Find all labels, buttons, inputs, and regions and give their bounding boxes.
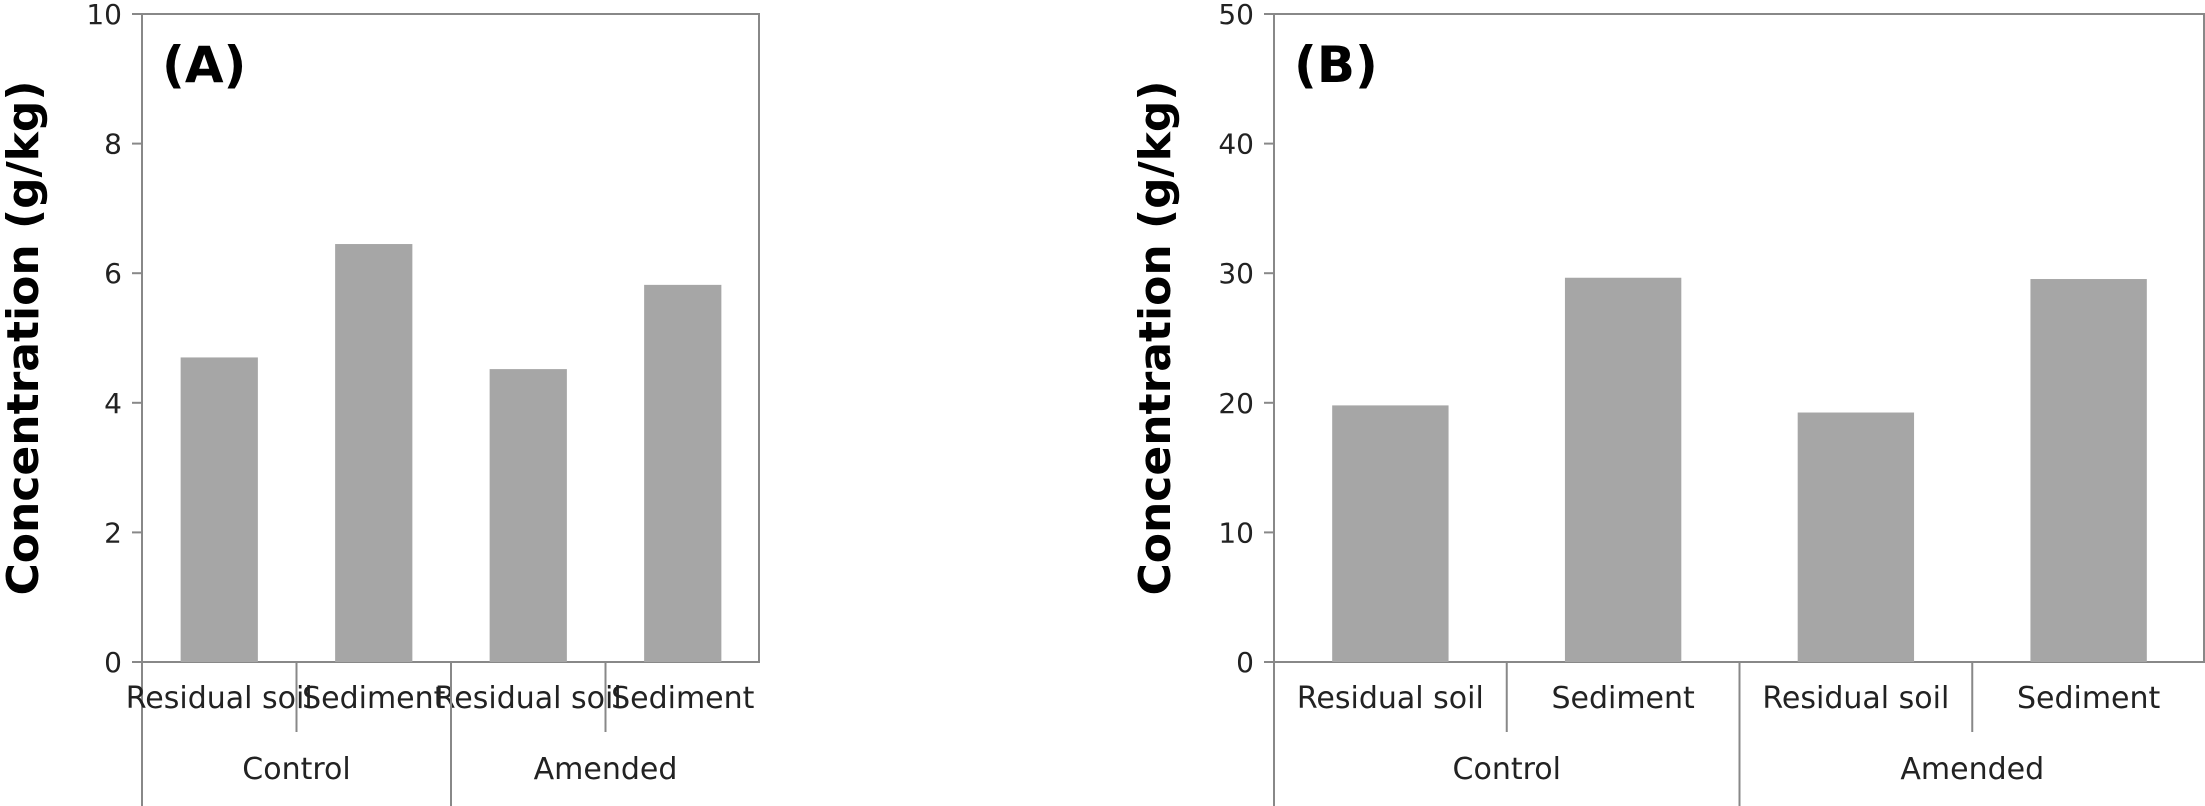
category-label: Sediment <box>611 681 755 716</box>
bar <box>180 357 258 662</box>
bar <box>644 284 722 662</box>
category-label: Sediment <box>302 681 446 716</box>
group-label: Amended <box>1900 752 2044 787</box>
y-tick-label: 20 <box>1218 387 1254 420</box>
category-label: Sediment <box>2017 681 2161 716</box>
y-tick-label: 40 <box>1218 128 1254 161</box>
y-tick-label: 30 <box>1218 257 1254 290</box>
bar <box>1332 405 1449 662</box>
y-axis-title: Concentration (g/kg) <box>0 80 49 595</box>
panel-label: (B) <box>1294 36 1378 94</box>
category-label: Residual soil <box>1762 681 1949 716</box>
bar <box>2030 279 2147 662</box>
group-label: Control <box>242 752 350 787</box>
y-tick-label: 6 <box>104 257 122 290</box>
bar <box>1564 277 1682 662</box>
category-label: Residual soil <box>435 681 622 716</box>
y-tick-label: 10 <box>86 0 122 31</box>
category-label: Residual soil <box>126 681 313 716</box>
group-label: Amended <box>534 752 678 787</box>
bar <box>1797 412 1915 662</box>
group-label: Control <box>1453 752 1561 787</box>
panel-b: 0 10 20 30 40 50 Concentration (g/kg) (B) Residu… <box>1130 0 2205 806</box>
panel-a: 0 2 4 6 8 10 Concentration (g/kg) (A) Residual s… <box>0 0 760 806</box>
category-label: Sediment <box>1551 681 1695 716</box>
panel-label: (A) <box>162 36 246 94</box>
y-tick-label: 2 <box>104 516 122 549</box>
y-tick-label: 8 <box>104 128 122 161</box>
bar <box>489 369 567 662</box>
bar <box>335 244 413 663</box>
y-tick-label: 0 <box>104 646 122 679</box>
category-label: Residual soil <box>1297 681 1484 716</box>
y-tick-label: 50 <box>1218 0 1254 31</box>
y-tick-label: 10 <box>1218 516 1254 549</box>
y-tick-label: 0 <box>1236 646 1254 679</box>
y-tick-label: 4 <box>104 387 122 420</box>
y-axis-title: Concentration (g/kg) <box>1130 80 1181 595</box>
